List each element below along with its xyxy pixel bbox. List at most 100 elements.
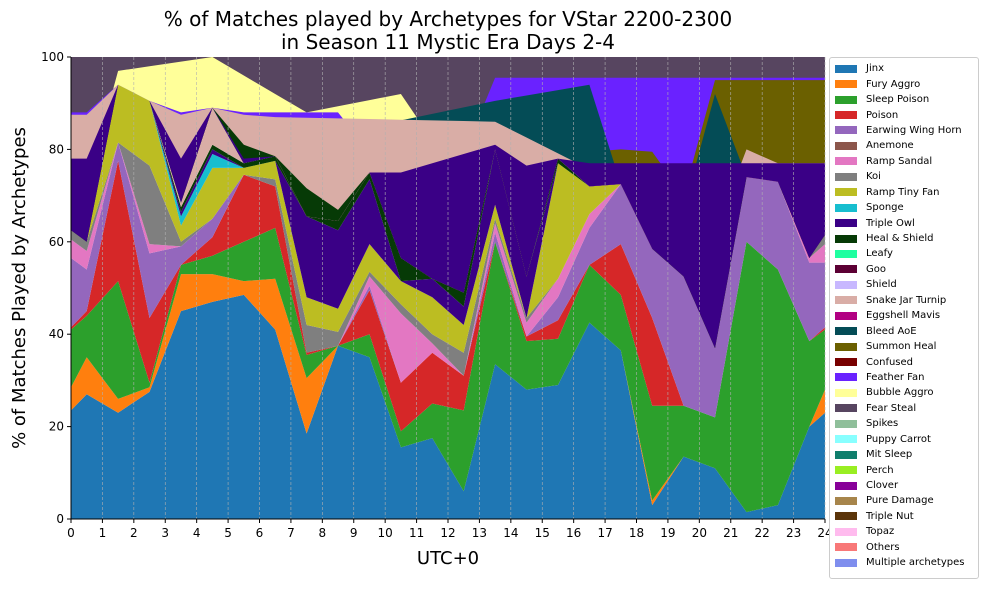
x-tick-label: 9 <box>350 526 358 540</box>
legend-label: Triple Nut <box>866 510 914 522</box>
x-tick-label: 21 <box>723 526 738 540</box>
x-axis-label: UTC+0 <box>417 548 479 569</box>
legend-swatch <box>835 358 857 367</box>
x-tick-label: 3 <box>161 526 169 540</box>
legend-item-summon-heal: Summon Heal <box>835 339 978 354</box>
x-tick-label: 4 <box>193 526 201 540</box>
x-tick-label: 16 <box>566 526 581 540</box>
legend-item-fear-steal: Fear Steal <box>835 401 978 416</box>
x-tick-label: 7 <box>287 526 295 540</box>
legend-label: Bubble Aggro <box>866 387 934 399</box>
x-tick-label: 10 <box>378 526 393 540</box>
legend-item-ramp-sandal: Ramp Sandal <box>835 154 978 169</box>
legend-label: Sponge <box>866 202 904 214</box>
legend-swatch <box>835 203 857 212</box>
area-koi <box>71 142 825 376</box>
x-tick-label: 1 <box>99 526 107 540</box>
legend-label: Koi <box>866 171 881 183</box>
legend-item-confused: Confused <box>835 354 978 369</box>
legend-swatch <box>835 435 857 444</box>
legend-swatch <box>835 327 857 336</box>
legend-swatch <box>835 512 857 521</box>
legend-label: Anemone <box>866 140 914 152</box>
legend-label: Poison <box>866 109 899 121</box>
x-tick-label: 19 <box>660 526 675 540</box>
legend-label: Triple Owl <box>866 217 915 229</box>
legend-swatch <box>835 111 857 120</box>
legend-item-sleep-poison: Sleep Poison <box>835 92 978 107</box>
legend-label: Eggshell Mavis <box>866 310 941 322</box>
area-triple-owl <box>71 84 825 349</box>
legend-swatch <box>835 95 857 104</box>
legend-swatch <box>835 249 857 258</box>
legend-label: Others <box>866 541 900 553</box>
legend-label: Clover <box>866 480 899 492</box>
y-tick-label: 20 <box>49 420 64 434</box>
chart-title-line1: % of Matches played by Archetypes for VS… <box>164 7 733 31</box>
legend-item-heal-shield: Heal & Shield <box>835 231 978 246</box>
x-tick-label: 18 <box>629 526 644 540</box>
legend-item-sponge: Sponge <box>835 200 978 215</box>
legend-label: Topaz <box>866 526 895 538</box>
x-tick-label: 13 <box>472 526 487 540</box>
legend-item-snake-jar-turnip: Snake Jar Turnip <box>835 293 978 308</box>
legend-swatch <box>835 481 857 490</box>
legend-item-ramp-tiny-fan: Ramp Tiny Fan <box>835 185 978 200</box>
legend-swatch <box>835 419 857 428</box>
legend-label: Goo <box>866 263 886 275</box>
legend-label: Mit Sleep <box>866 449 913 461</box>
legend-item-feather-fan: Feather Fan <box>835 370 978 385</box>
legend-item-earwing-wing-horn: Earwing Wing Horn <box>835 123 978 138</box>
legend-swatch <box>835 80 857 89</box>
legend-label: Ramp Tiny Fan <box>866 186 940 198</box>
legend-swatch <box>835 188 857 197</box>
legend-label: Spikes <box>866 418 899 430</box>
area-earwing-wing-horn <box>71 142 825 418</box>
legend-item-others: Others <box>835 540 978 555</box>
x-tick-label: 17 <box>597 526 612 540</box>
legend-item-bubble-aggro: Bubble Aggro <box>835 385 978 400</box>
x-tick-label: 6 <box>256 526 264 540</box>
legend-label: Snake Jar Turnip <box>866 294 947 306</box>
x-ticks: 0 1 2 3 4 5 6 7 8 9 10 11 12 13 14 15 16 17 18 19 20 21 22 23 24 <box>67 519 833 540</box>
legend-item-spikes: Spikes <box>835 416 978 431</box>
legend-item-shield: Shield <box>835 277 978 292</box>
legend-label: Puppy Carrot <box>866 433 931 445</box>
legend: Jinx Fury Aggro Sleep Poison Poison Earwing … <box>829 57 979 579</box>
legend-label: Leafy <box>866 248 893 260</box>
x-tick-label: 15 <box>535 526 550 540</box>
legend-item-jinx: Jinx <box>835 61 978 76</box>
x-tick-label: 22 <box>755 526 770 540</box>
legend-label: Confused <box>866 356 914 368</box>
y-axis-label: % of Matches Played by Archetypes <box>9 127 30 449</box>
legend-item-triple-nut: Triple Nut <box>835 509 978 524</box>
legend-label: Shield <box>866 279 897 291</box>
legend-label: Summon Heal <box>866 341 937 353</box>
legend-item-koi: Koi <box>835 169 978 184</box>
legend-swatch <box>835 450 857 459</box>
legend-label: Perch <box>866 464 894 476</box>
legend-item-poison: Poison <box>835 107 978 122</box>
legend-swatch <box>835 404 857 413</box>
legend-label: Jinx <box>866 63 884 75</box>
legend-label: Heal & Shield <box>866 233 934 245</box>
y-ticks: 0 20 40 60 80 100 <box>41 50 71 526</box>
x-tick-label: 20 <box>692 526 707 540</box>
x-tick-label: 5 <box>224 526 232 540</box>
vertical-gridlines <box>70 57 826 519</box>
legend-item-fury-aggro: Fury Aggro <box>835 76 978 91</box>
x-tick-label: 14 <box>503 526 518 540</box>
legend-swatch <box>835 157 857 166</box>
legend-swatch <box>835 141 857 150</box>
legend-item-eggshell-mavis: Eggshell Mavis <box>835 308 978 323</box>
legend-item-perch: Perch <box>835 462 978 477</box>
legend-label: Sleep Poison <box>866 94 930 106</box>
legend-label: Bleed AoE <box>866 325 917 337</box>
legend-swatch <box>835 558 857 567</box>
x-tick-label: 8 <box>319 526 327 540</box>
legend-swatch <box>835 342 857 351</box>
x-tick-label: 2 <box>130 526 138 540</box>
legend-item-mit-sleep: Mit Sleep <box>835 447 978 462</box>
legend-label: Feather Fan <box>866 371 925 383</box>
legend-item-topaz: Topaz <box>835 524 978 539</box>
